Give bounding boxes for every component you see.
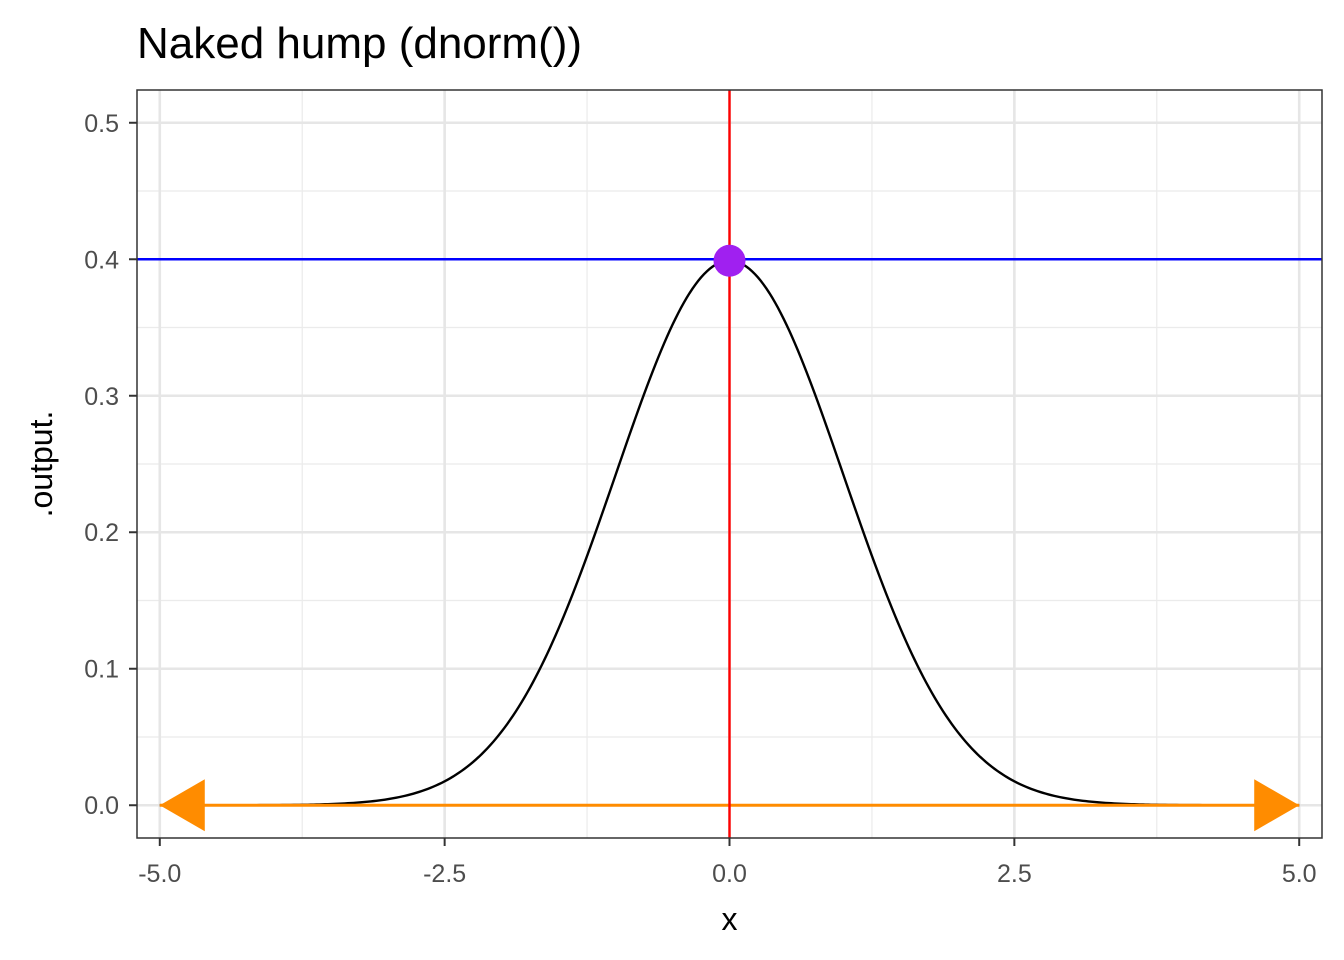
y-tick-label: 0.2 [84,519,119,547]
x-tick-label: 5.0 [1282,860,1317,888]
annotation-layer [137,90,1322,838]
arrow-head-right [1254,779,1300,832]
x-tick-label: -2.5 [423,860,466,888]
x-tick-label: 0.0 [712,860,747,888]
y-axis-label: .output. [23,411,59,518]
y-tick-label: 0.1 [84,656,119,684]
x-axis-label: x [722,901,738,937]
y-tick-label: 0.3 [84,383,119,411]
y-tick-label: 0.0 [84,792,119,820]
x-tick-label: 2.5 [997,860,1032,888]
y-axis: 0.0 0.1 0.2 0.3 0.4 0.5 [84,110,137,820]
y-tick-label: 0.4 [84,246,119,274]
y-tick-label: 0.5 [84,110,119,138]
x-axis: -5.0 -2.5 0.0 2.5 5.0 [138,838,1317,888]
peak-point [713,244,746,277]
arrow-head-left [159,779,205,832]
chart-title: Naked hump (dnorm()) [137,19,582,68]
x-tick-label: -5.0 [138,860,181,888]
